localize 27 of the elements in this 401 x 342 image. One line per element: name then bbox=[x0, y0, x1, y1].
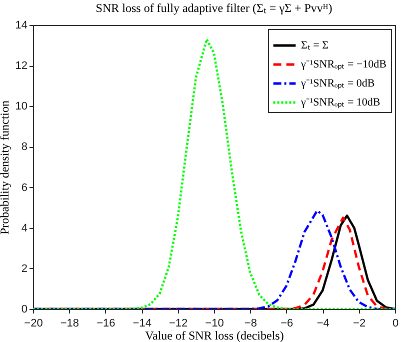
x-tick-label: −8 bbox=[244, 318, 257, 330]
y-tick-label: 14 bbox=[15, 20, 28, 32]
x-tick-label: −2 bbox=[353, 318, 366, 330]
y-tick-label: 6 bbox=[21, 182, 28, 194]
legend-label: γ⁻¹SNRₒₚₜ = 10dB bbox=[300, 96, 380, 108]
x-tick-label: −20 bbox=[24, 318, 43, 330]
x-axis-title: Value of SNR loss (decibels) bbox=[145, 328, 284, 342]
x-tick-label: −4 bbox=[316, 318, 330, 330]
x-tick-label: −12 bbox=[168, 318, 188, 330]
legend-label: γ⁻¹SNRₒₚₜ = 0dB bbox=[300, 78, 375, 90]
y-tick-label: 8 bbox=[21, 141, 28, 154]
x-tick-label: −6 bbox=[280, 318, 294, 330]
y-tick-label: 4 bbox=[21, 222, 28, 234]
y-tick-label: 2 bbox=[21, 262, 28, 275]
y-tick-label: 12 bbox=[15, 60, 28, 72]
y-tick-label: 10 bbox=[15, 100, 28, 113]
x-tick-label: −14 bbox=[132, 318, 152, 330]
x-tick-label: −16 bbox=[96, 318, 116, 330]
y-tick-label: 0 bbox=[21, 304, 28, 316]
line-series bbox=[33, 38, 395, 309]
chart-title: SNR loss of fully adaptive filter (Σₜ = γΣ + Pvvᴴ) bbox=[96, 1, 332, 15]
x-tick-label: −10 bbox=[205, 318, 224, 330]
legend-label: γ⁻¹SNRₒₚₜ = −10dB bbox=[300, 58, 386, 70]
y-axis-title: Probability density function bbox=[0, 100, 12, 234]
x-tick-label: 0 bbox=[392, 318, 399, 330]
legend-label: Σₜ = Σ bbox=[301, 40, 329, 52]
x-tick-label: −18 bbox=[60, 318, 80, 330]
